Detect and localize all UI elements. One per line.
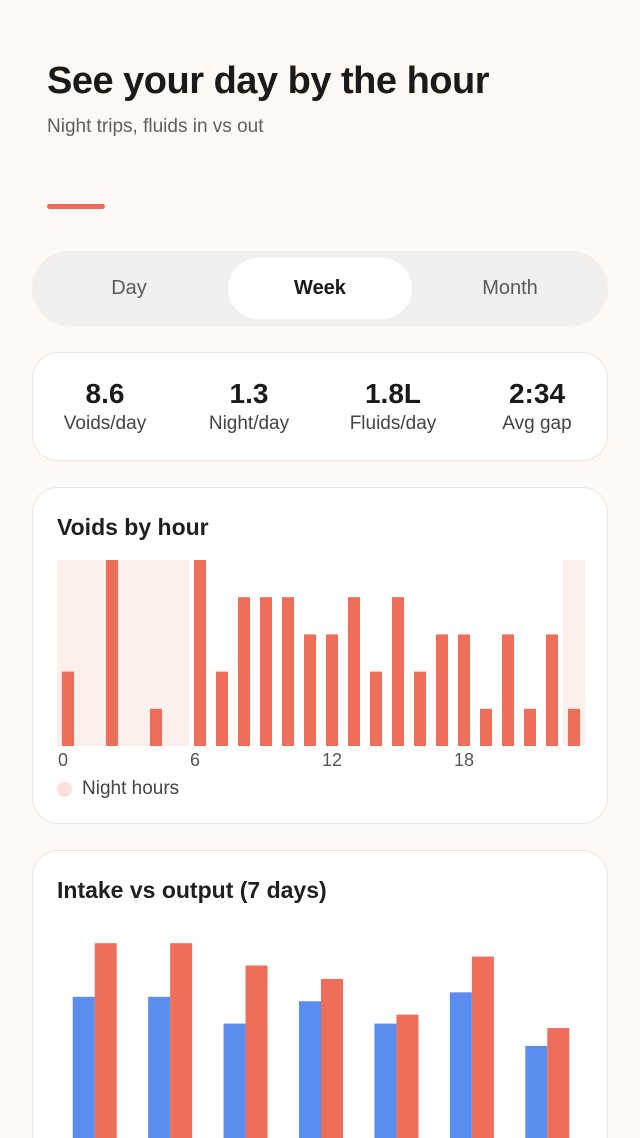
stat-label: Fluids/day (349, 413, 437, 434)
hour-bar (106, 560, 118, 746)
stat-avg-gap: 2:34 Avg gap (465, 377, 607, 435)
stat-value: 1.3 (229, 378, 269, 409)
output-bar (245, 965, 268, 1138)
output-bar (471, 956, 494, 1138)
night-band (57, 560, 189, 746)
accent-divider (47, 204, 105, 209)
intake-bar (299, 1001, 321, 1138)
voids-by-hour-card: Voids by hour 0 6 12 18 Night hours (32, 487, 608, 824)
output-bar (94, 943, 117, 1138)
hour-bar (480, 708, 492, 746)
intake-bar (148, 996, 171, 1138)
output-bar (170, 943, 193, 1138)
x-tick-label: 18 (454, 750, 474, 770)
night-hours-legend: Night hours (57, 778, 179, 800)
page-title: See your day by the hour (47, 60, 490, 102)
tab-day[interactable]: Day (111, 277, 147, 299)
intake-bar (72, 996, 95, 1138)
stat-label: Voids/day (63, 413, 147, 434)
hour-bar (62, 671, 74, 746)
hour-bar (568, 708, 580, 746)
intake-bar (525, 1045, 548, 1138)
hour-bar (304, 634, 316, 746)
intake-vs-output-card: Intake vs output (7 days) (32, 850, 608, 1138)
hour-bar (238, 597, 250, 746)
stat-value: 2:34 (508, 378, 566, 409)
stat-night-per-day: 1.3 Night/day (177, 377, 321, 435)
stat-value: 1.8L (364, 378, 422, 409)
night-hours-swatch (57, 781, 72, 797)
legend-label: Night hours (82, 778, 180, 799)
x-tick-label: 0 (58, 750, 68, 770)
stats-summary-card: 8.6 Voids/day 1.3 Night/day 1.8L Fluids/… (32, 352, 608, 461)
output-bar (547, 1028, 570, 1138)
stat-voids-per-day: 8.6 Voids/day (33, 377, 177, 435)
hour-bar (392, 597, 404, 746)
page-subtitle: Night trips, fluids in vs out (47, 116, 264, 137)
hour-bar (524, 708, 536, 746)
hour-bar (458, 634, 470, 746)
hour-bar (260, 597, 272, 746)
tab-week[interactable]: Week (228, 258, 412, 319)
night-band (563, 560, 585, 746)
intake-vs-output-chart (72, 943, 570, 1138)
stat-label: Avg gap (502, 413, 572, 434)
intake-bar (449, 992, 472, 1138)
hour-bar (546, 634, 558, 746)
hour-bar (282, 597, 294, 746)
tab-month[interactable]: Month (482, 277, 538, 299)
hour-bar (436, 634, 448, 746)
hour-bar (370, 671, 382, 746)
intake-bar (374, 1023, 397, 1138)
stat-value: 8.6 (85, 378, 125, 409)
hour-bar (326, 634, 338, 746)
intake-bar (223, 1023, 246, 1138)
period-segmented-control: Day Week Month (32, 251, 608, 326)
hour-bar (502, 634, 514, 746)
x-tick-label: 12 (322, 750, 342, 770)
hour-bar (150, 708, 162, 746)
output-bar (396, 1014, 419, 1138)
voids-by-hour-title: Voids by hour (57, 514, 209, 540)
stat-fluids-per-day: 1.8L Fluids/day (321, 377, 465, 435)
voids-by-hour-chart: 0 6 12 18 (57, 560, 585, 770)
output-bar (321, 978, 343, 1138)
hour-bar (194, 560, 206, 746)
stat-label: Night/day (208, 413, 290, 434)
intake-vs-output-title: Intake vs output (7 days) (57, 877, 327, 903)
hour-bar (414, 671, 426, 746)
hour-bar (348, 597, 360, 746)
hour-bar (216, 671, 228, 746)
x-tick-label: 6 (190, 750, 200, 770)
